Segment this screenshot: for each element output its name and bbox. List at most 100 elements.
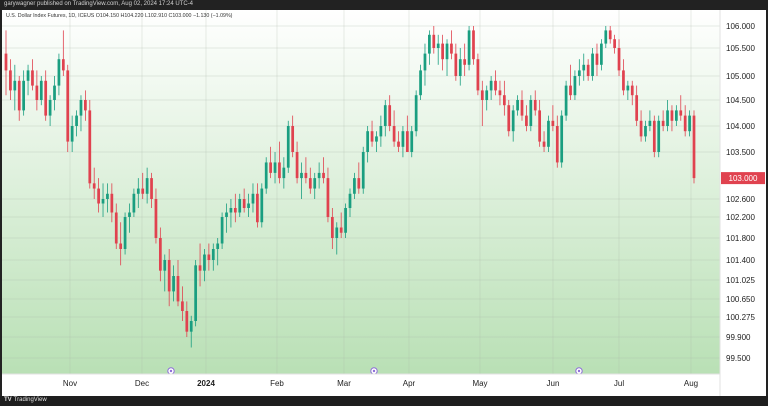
candle <box>9 59 12 100</box>
candle <box>595 43 599 76</box>
time-axis[interactable]: Nov Dec 2024 Feb Mar Apr May Jun Jul Aug <box>63 379 698 388</box>
candle <box>648 110 652 132</box>
candle <box>233 193 237 223</box>
y-tick-label: 101.025 <box>726 276 755 285</box>
candle <box>392 110 396 147</box>
candle <box>216 238 220 266</box>
candle <box>666 100 669 132</box>
candle <box>370 120 374 147</box>
candle <box>229 199 233 228</box>
candle <box>494 70 497 96</box>
event-marker-icon[interactable] <box>370 367 378 375</box>
candle <box>251 183 255 213</box>
candle <box>84 90 87 121</box>
candlestick-chart[interactable]: U.S. Dollar Index Futures, 1D, ICEUS O10… <box>2 10 766 396</box>
y-tick-label: 100.275 <box>726 313 755 322</box>
event-marker-icon[interactable] <box>575 367 583 375</box>
candle <box>198 243 202 287</box>
candle <box>136 178 140 208</box>
y-tick-label: 99.900 <box>726 333 751 342</box>
candle <box>238 193 242 217</box>
y-tick-label: 101.800 <box>726 234 755 243</box>
candle <box>458 48 462 86</box>
candle <box>652 115 656 158</box>
candle <box>291 115 295 158</box>
candle <box>132 188 136 217</box>
grid <box>2 10 720 374</box>
candle <box>428 30 431 65</box>
candle <box>445 39 449 76</box>
candle <box>114 203 118 249</box>
candle <box>692 110 696 184</box>
y-tick-label: 100.650 <box>726 295 755 304</box>
candle <box>304 157 308 184</box>
candle <box>551 105 555 132</box>
time-axis-bg <box>2 374 766 396</box>
candle <box>674 105 678 126</box>
candles <box>4 26 696 348</box>
candle <box>39 76 43 106</box>
candle <box>322 157 325 184</box>
y-tick-label: 105.500 <box>726 44 755 53</box>
candle <box>269 146 272 179</box>
candle <box>141 172 145 199</box>
price-axis[interactable]: 106.000 105.500 105.000 104.500 104.000 103.5… <box>726 22 755 363</box>
candle <box>467 26 471 71</box>
candle <box>617 39 621 76</box>
candle <box>92 167 96 199</box>
y-tick-label: 104.500 <box>726 96 755 105</box>
candle <box>264 157 268 194</box>
y-tick-label: 105.000 <box>726 72 755 81</box>
tradingview-mark-icon: TV <box>4 397 12 403</box>
candle <box>123 212 127 255</box>
candle <box>61 30 65 76</box>
publisher-attribution: garywagner published on TradingView.com,… <box>4 1 194 7</box>
candle <box>26 64 30 96</box>
candle <box>560 110 564 168</box>
candle <box>361 146 365 194</box>
candle <box>110 183 114 223</box>
candle <box>335 222 339 255</box>
y-tick-label: 104.000 <box>726 122 755 131</box>
candle <box>330 208 334 249</box>
last-price-label: 103.000 <box>721 172 765 185</box>
x-tick-label: Aug <box>684 379 698 388</box>
chart-pane[interactable]: U.S. Dollar Index Futures, 1D, ICEUS O10… <box>2 10 766 396</box>
candle <box>414 90 418 137</box>
candle <box>211 243 215 271</box>
candle <box>17 76 21 121</box>
candle <box>158 227 162 282</box>
candle <box>520 90 524 121</box>
candle <box>256 183 259 228</box>
event-marker-icon[interactable] <box>167 367 175 375</box>
candle <box>22 70 26 116</box>
candle <box>13 64 17 111</box>
candle <box>542 131 546 152</box>
candle <box>207 243 211 271</box>
candle <box>547 115 550 152</box>
candle <box>79 95 83 132</box>
candle <box>472 26 475 65</box>
last-price-text: 103.000 <box>729 174 758 183</box>
y-tick-label: 102.200 <box>726 213 755 222</box>
price-axis-bg <box>720 10 766 396</box>
candle <box>66 64 70 152</box>
candle <box>75 110 78 137</box>
candle <box>688 110 691 137</box>
candle <box>88 100 92 189</box>
candle <box>577 59 581 86</box>
y-tick-label: 106.000 <box>726 22 755 31</box>
candle <box>432 26 436 54</box>
candle <box>630 80 634 106</box>
candle <box>419 64 422 100</box>
candle <box>533 90 537 116</box>
y-tick-label: 99.500 <box>726 354 751 363</box>
x-tick-label: Feb <box>270 379 284 388</box>
event-markers <box>167 367 583 375</box>
tradingview-logo[interactable]: TV TradingView <box>4 397 47 403</box>
candle <box>375 131 378 152</box>
candle <box>176 260 180 307</box>
candle <box>278 141 281 184</box>
candle <box>436 34 440 65</box>
candle <box>154 188 158 244</box>
